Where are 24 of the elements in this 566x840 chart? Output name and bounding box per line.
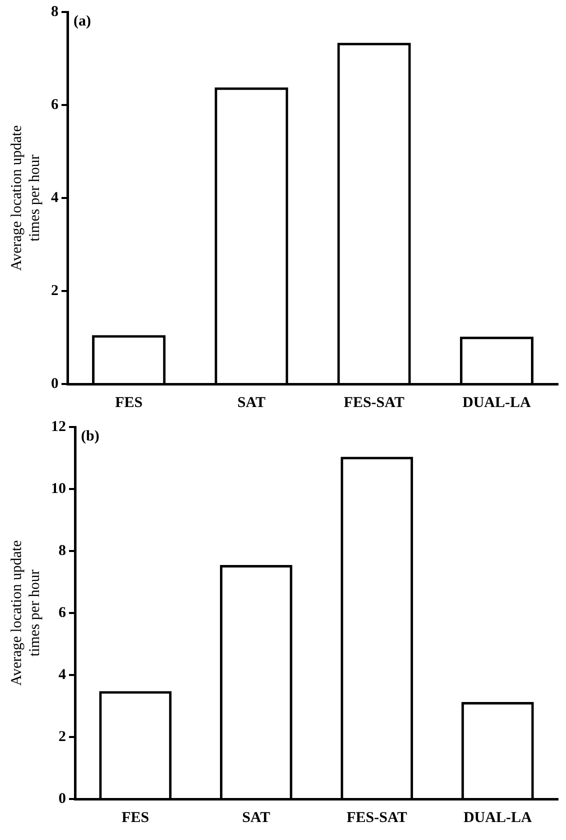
x-tick-label: FES (122, 810, 150, 826)
y-tick-label: 2 (58, 728, 66, 745)
x-tick-label: SAT (242, 810, 270, 826)
y-tick-label: 8 (51, 4, 58, 20)
y-tick-label: 12 (51, 418, 66, 435)
annotation: (a) (74, 13, 91, 30)
x-tick-label: FES-SAT (346, 810, 408, 826)
y-tick-label: 4 (58, 666, 66, 683)
y-tick-label: 8 (58, 542, 66, 559)
y-axis-title: Average location update times per hour (8, 124, 43, 271)
x-tick-label: FES-SAT (344, 394, 404, 411)
y-tick-label: 0 (58, 790, 66, 807)
x-tick-label: SAT (237, 394, 266, 411)
x-tick-label: FES (115, 394, 143, 411)
y-tick-label: 2 (51, 282, 58, 299)
y-tick-label: 6 (58, 604, 66, 621)
x-tick-label: DUAL-LA (463, 810, 532, 826)
y-tick-label: 10 (51, 480, 66, 497)
x-tick-label: DUAL-LA (462, 394, 532, 411)
y-tick-label: 4 (51, 190, 59, 206)
annotation: (b) (81, 428, 100, 444)
y-tick-label: 6 (51, 96, 59, 113)
y-axis-title: Average location update times per hour (8, 540, 43, 686)
y-tick-label: 0 (51, 376, 58, 392)
